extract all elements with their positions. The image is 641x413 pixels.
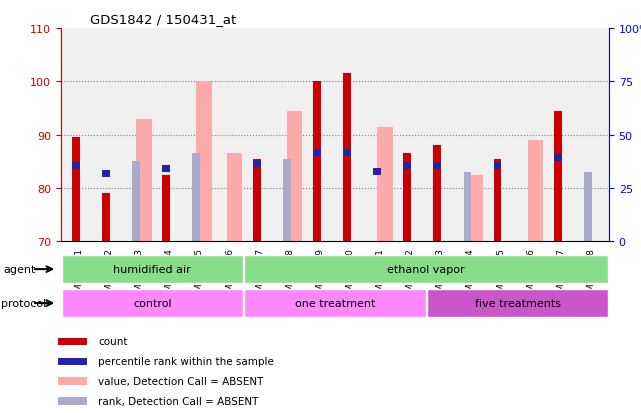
- Bar: [132, 162, 140, 242]
- Bar: [403, 163, 411, 170]
- Bar: [192, 154, 201, 242]
- Bar: [313, 82, 320, 242]
- Bar: [102, 171, 110, 178]
- Bar: [244, 256, 608, 283]
- Text: ethanol vapor: ethanol vapor: [387, 264, 465, 275]
- Bar: [136, 119, 152, 242]
- Bar: [58, 358, 87, 365]
- Text: rank, Detection Call = ABSENT: rank, Detection Call = ABSENT: [98, 396, 258, 406]
- Bar: [244, 290, 426, 317]
- Bar: [403, 154, 411, 242]
- Bar: [72, 163, 80, 170]
- Text: five treatments: five treatments: [474, 298, 561, 309]
- Bar: [196, 82, 212, 242]
- Bar: [373, 168, 381, 175]
- Text: count: count: [98, 337, 128, 347]
- Text: control: control: [133, 298, 172, 309]
- Bar: [313, 150, 320, 157]
- Bar: [62, 256, 243, 283]
- Bar: [584, 173, 592, 242]
- Text: one treatment: one treatment: [295, 298, 375, 309]
- Bar: [343, 74, 351, 242]
- Bar: [162, 175, 171, 242]
- Bar: [287, 112, 303, 242]
- Bar: [427, 290, 608, 317]
- Text: humidified air: humidified air: [113, 264, 191, 275]
- Bar: [343, 150, 351, 157]
- Bar: [463, 173, 471, 242]
- Bar: [72, 138, 80, 242]
- Text: value, Detection Call = ABSENT: value, Detection Call = ABSENT: [98, 376, 263, 386]
- Text: GDS1842 / 150431_at: GDS1842 / 150431_at: [90, 13, 236, 26]
- Bar: [226, 154, 242, 242]
- Bar: [62, 290, 243, 317]
- Bar: [253, 160, 260, 167]
- Bar: [102, 194, 110, 242]
- Bar: [528, 140, 544, 242]
- Bar: [554, 112, 562, 242]
- Bar: [467, 175, 483, 242]
- Bar: [433, 146, 441, 242]
- Text: protocol: protocol: [1, 298, 46, 308]
- Bar: [494, 159, 501, 242]
- Bar: [433, 163, 441, 170]
- Text: percentile rank within the sample: percentile rank within the sample: [98, 356, 274, 366]
- Bar: [494, 163, 501, 170]
- Bar: [58, 377, 87, 385]
- Bar: [58, 338, 87, 345]
- Bar: [253, 159, 260, 242]
- Text: agent: agent: [3, 264, 36, 274]
- Bar: [377, 127, 393, 242]
- Bar: [162, 166, 171, 173]
- Bar: [554, 155, 562, 162]
- Bar: [283, 159, 290, 242]
- Bar: [58, 397, 87, 405]
